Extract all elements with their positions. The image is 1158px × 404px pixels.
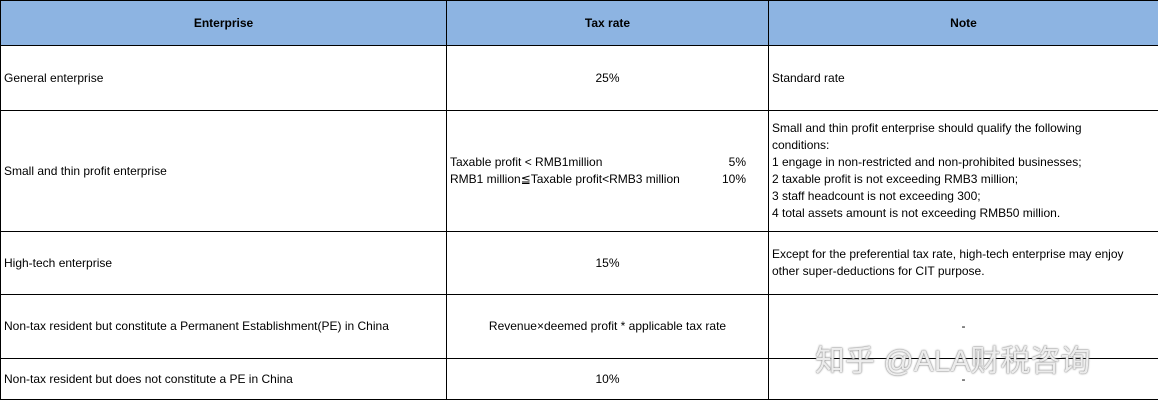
rate-line: Taxable profit < RMB1million 5%	[450, 154, 746, 171]
note-line: Small and thin profit enterprise should …	[772, 121, 1082, 135]
enterprise-cell: Non-tax resident but does not constitute…	[0, 358, 447, 400]
rate-value: 10%	[721, 172, 746, 186]
note-line: conditions:	[772, 138, 830, 152]
tax-rate-cell: 15%	[446, 231, 769, 295]
tax-rate-cell: Revenue×deemed profit * applicable tax r…	[446, 294, 769, 359]
enterprise-cell: Small and thin profit enterprise	[0, 110, 447, 232]
enterprise-cell: High-tech enterprise	[0, 231, 447, 295]
header-cell: Tax rate	[446, 0, 769, 46]
tax-rate-cell: 25%	[446, 45, 769, 111]
header-row: Enterprise Tax rate Note	[0, 0, 1158, 46]
note-line: Except for the preferential tax rate, hi…	[772, 247, 1124, 261]
header-cell: Note	[768, 0, 1158, 46]
note-cell: Except for the preferential tax rate, hi…	[768, 231, 1158, 295]
note-cell: -	[768, 358, 1158, 400]
note-line: other super-deductions for CIT purpose.	[772, 264, 985, 278]
tax-rate-cell: 10%	[446, 358, 769, 400]
tax-rate-cell: Taxable profit < RMB1million 5% RMB1 milli…	[446, 110, 769, 232]
table-row: Small and thin profit enterprise Taxable …	[0, 110, 1158, 232]
rate-line: RMB1 million≦Taxable profit<RMB3 million…	[450, 171, 746, 188]
enterprise-cell: Non-tax resident but constitute a Perman…	[0, 294, 447, 359]
table-row: Non-tax resident but does not constitute…	[0, 358, 1158, 400]
table-row: Non-tax resident but constitute a Perman…	[0, 294, 1158, 359]
note-line: 1 engage in non-restricted and non-prohi…	[772, 155, 1082, 169]
rate-value: 5%	[728, 155, 746, 169]
rate-condition: Taxable profit < RMB1million	[450, 155, 603, 169]
note-line: 3 staff headcount is not exceeding 300;	[772, 189, 981, 203]
table-row: General enterprise 25% Standard rate	[0, 45, 1158, 111]
rate-condition: RMB1 million≦Taxable profit<RMB3 million	[450, 172, 680, 186]
note-line: 2 taxable profit is not exceeding RMB3 m…	[772, 172, 1019, 186]
enterprise-cell: General enterprise	[0, 45, 447, 111]
note-line: 4 total assets amount is not exceeding R…	[772, 206, 1061, 220]
table-body: General enterprise 25% Standard rate Small …	[0, 45, 1158, 400]
header-cell: Enterprise	[0, 0, 447, 46]
watermark: 知乎 @ALA财税咨询	[815, 345, 1091, 378]
table-row: High-tech enterprise 15% Except for the pr…	[0, 231, 1158, 295]
note-cell: Small and thin profit enterprise should …	[768, 110, 1158, 232]
note-cell: Standard rate	[768, 45, 1158, 111]
